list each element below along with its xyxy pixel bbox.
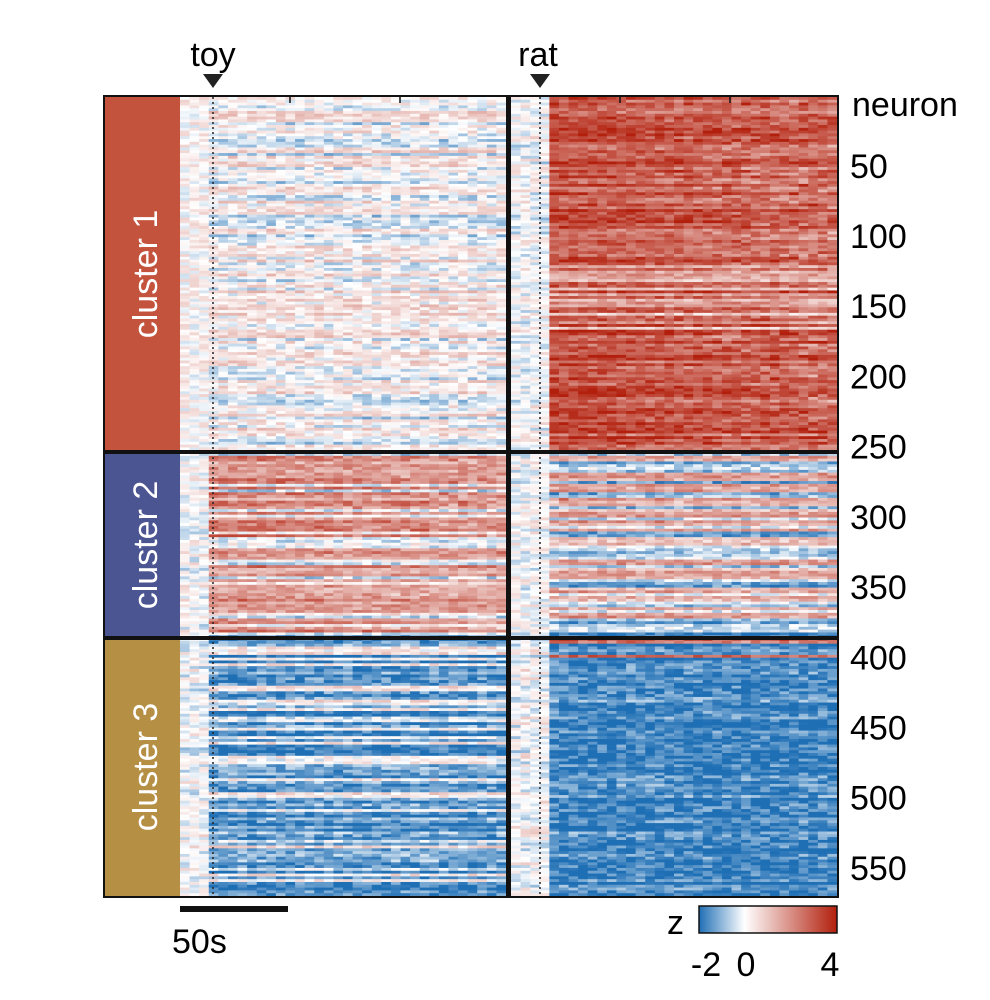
cluster-bar-1 (105, 97, 180, 452)
y-tick-label: 550 (850, 850, 907, 888)
colorbar-tick-max: 4 (821, 946, 840, 984)
y-tick-label: 150 (850, 288, 907, 326)
y-tick-label: 400 (850, 639, 907, 677)
y-tick-label: 300 (850, 499, 907, 537)
cluster-label-3: cluster 3 (127, 703, 165, 832)
stimulus-label-toy: toy (190, 36, 235, 74)
top-ticks (289, 97, 731, 103)
cluster-label-1: cluster 1 (127, 210, 165, 339)
stimulus-label-rat: rat (518, 36, 558, 74)
colorbar (698, 905, 838, 934)
scale-bar-label: 50s (172, 923, 227, 961)
cluster-label-2: cluster 2 (127, 481, 165, 610)
scale-bar (180, 906, 288, 912)
y-tick-label: 200 (850, 358, 907, 396)
y-tick-label: 450 (850, 709, 907, 747)
y-tick-label: 500 (850, 780, 907, 818)
stimulus-marker-toy (203, 74, 223, 88)
cluster-bars: cluster 1 cluster 2 cluster 3 (105, 97, 180, 896)
heatmap-panel-rat (511, 97, 837, 896)
cluster-bar-2 (105, 452, 180, 638)
y-axis-label: neuron (852, 86, 958, 124)
colorbar-tick-min: -2 (691, 946, 721, 984)
stimulus-marker-rat (530, 74, 550, 88)
y-tick-label: 100 (850, 218, 907, 256)
colorbar-tick-zero: 0 (737, 946, 756, 984)
y-axis-ticks: 50 100 150 200 250 300 350 400 450 500 550 (850, 148, 907, 888)
cluster-bar-3 (105, 638, 180, 896)
y-tick-label: 350 (850, 569, 907, 607)
heatmap-frame (103, 95, 839, 898)
heatmap-panel-toy (180, 97, 506, 896)
y-tick-label: 50 (850, 148, 888, 186)
y-tick-label: 250 (850, 429, 907, 467)
colorbar-label: z (667, 904, 684, 942)
